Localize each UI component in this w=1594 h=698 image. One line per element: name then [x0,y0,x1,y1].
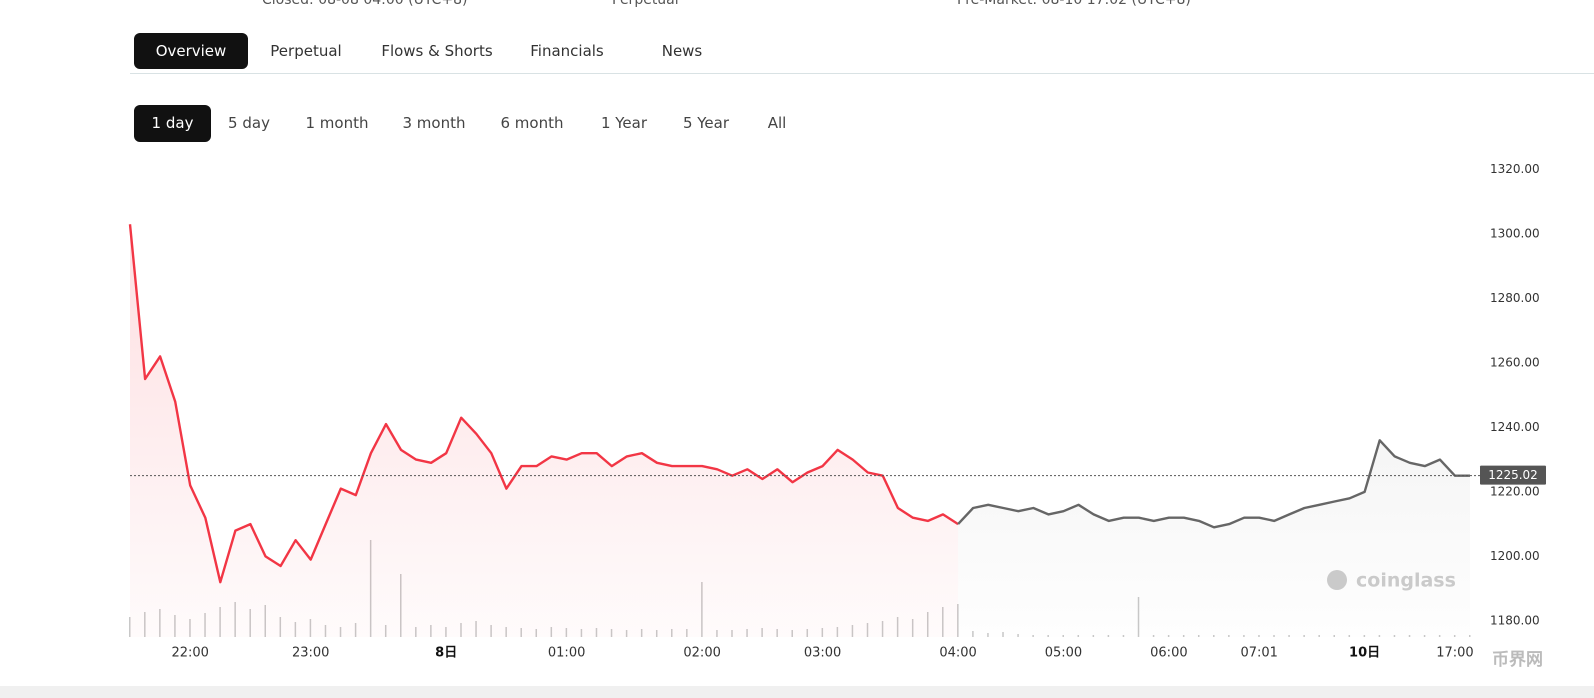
range-button[interactable]: 1 day [134,105,211,142]
price-area [130,224,959,637]
range-button[interactable]: All [767,114,787,132]
x-tick-label: 17:00 [1436,646,1473,661]
y-tick-label: 1220.00 [1490,484,1540,498]
pre-market-time: Pre-Market: 08-10 17:02 (UTC+8) [957,0,1191,8]
x-tick-label: 06:00 [1150,646,1187,661]
price-line [128,224,959,584]
y-tick-label: 1200.00 [1490,549,1540,563]
tab[interactable]: Flows & Shorts [381,42,493,60]
x-tick-label: 04:00 [939,646,976,661]
volume-bar [129,617,131,637]
x-tick-label: 23:00 [292,646,329,661]
x-tick-label: 01:00 [548,646,585,661]
price-area [958,440,1470,637]
y-tick-label: 1260.00 [1490,355,1540,369]
y-tick-label: 1320.00 [1490,162,1540,176]
tab[interactable]: Perpetual [270,42,342,60]
x-tick-label: 8日 [435,646,457,661]
footer-watermark: 币界网 [1492,650,1543,670]
tab-underline [130,73,1594,74]
bottom-bar [0,686,1594,698]
market-type: Perpetual [612,0,679,8]
tab[interactable]: Financials [530,42,604,60]
price-line [957,439,1470,529]
y-tick-label: 1180.00 [1490,613,1540,627]
x-tick-label: 10日 [1349,646,1380,661]
y-tick-label: 1300.00 [1490,226,1540,240]
range-button[interactable]: 3 month [402,114,466,132]
y-tick-label: 1240.00 [1490,420,1540,434]
range-button[interactable]: 1 Year [600,114,648,132]
range-button[interactable]: 6 month [500,114,564,132]
x-tick-label: 05:00 [1045,646,1082,661]
x-tick-label: 07:01 [1240,646,1277,661]
x-tick-label: 03:00 [804,646,841,661]
x-tick-label: 02:00 [683,646,720,661]
range-button[interactable]: 5 Year [682,114,730,132]
range-button[interactable]: 5 day [228,114,270,132]
range-button[interactable]: 1 month [305,114,369,132]
tab[interactable]: Overview [134,33,248,69]
tab[interactable]: News [661,42,703,60]
last-price-label: 1225.02 [1488,468,1538,482]
y-tick-label: 1280.00 [1490,291,1540,305]
last-price-box [1480,465,1546,485]
closed-time: Closed: 08-08 04:00 (UTC+8) [262,0,468,8]
x-tick-label: 22:00 [171,646,208,661]
